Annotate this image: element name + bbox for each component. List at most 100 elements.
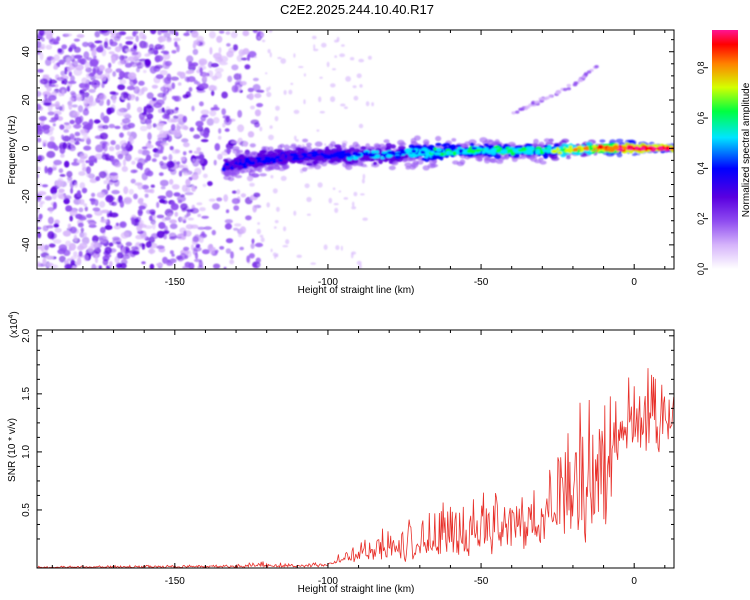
noise-blob [84,206,89,212]
noise-blob [152,222,156,230]
noise-blob [181,167,189,174]
noise-blob [138,80,145,86]
noise-blob [73,111,80,117]
noise-blob [240,57,248,61]
noise-blob [184,192,194,196]
signal-blob [445,150,451,156]
noise-blob [254,93,262,99]
noise-blob [123,186,129,195]
noise-blob [199,83,209,90]
noise-blob [261,39,266,43]
signal-blob [441,143,447,147]
noise-blob [144,58,151,67]
noise-blob [158,221,166,230]
noise-blob [127,72,137,80]
signal-blob [411,149,417,153]
noise-blob [129,137,135,145]
noise-blob [44,165,48,174]
noise-blob [238,232,242,238]
noise-blob [160,142,169,146]
noise-blob [179,71,186,79]
noise-blob [64,263,73,269]
spectrogram-y-label: Frequency (Hz) [7,116,18,185]
noise-blob [223,194,229,202]
signal-blob [352,156,357,160]
noise-blob [54,219,60,225]
noise-blob [334,207,339,213]
noise-blob [148,248,156,254]
signal-blob [259,173,267,177]
noise-blob [208,198,216,202]
noise-blob [141,261,146,265]
signal-blob [266,166,275,171]
noise-blob [246,54,251,61]
noise-blob [53,159,62,166]
noise-blob [181,138,189,143]
snr-multiplier-close: ) [9,311,20,314]
noise-blob [73,46,81,53]
noise-blob [61,44,68,50]
noise-blob [217,153,223,160]
noise-blob [275,105,280,111]
noise-blob [171,201,176,207]
noise-blob [143,41,149,49]
noise-blob [57,48,63,54]
noise-blob [76,257,82,266]
signal-blob [483,148,489,153]
tone-blob [548,94,553,98]
noise-blob [293,53,296,58]
noise-blob [115,144,121,151]
noise-blob [196,35,204,43]
noise-blob [63,122,70,126]
noise-blob [197,213,202,218]
noise-blob [94,30,101,38]
noise-blob [176,44,180,53]
noise-blob [211,229,216,236]
noise-blob [126,102,131,111]
noise-blob [123,196,133,205]
signal-blob [352,141,359,148]
noise-blob [353,191,358,197]
noise-blob [351,206,357,210]
noise-blob [144,193,149,198]
signal-blob [249,143,256,148]
noise-blob [186,70,195,74]
noise-blob [116,108,124,116]
signal-blob [337,154,342,159]
noise-blob [183,246,190,251]
signal-blob [279,157,286,160]
signal-blob [545,149,552,154]
noise-blob [260,31,264,37]
snr-multiplier: (x104) [8,311,20,338]
noise-blob [150,233,159,240]
noise-blob [37,166,41,172]
noise-blob [238,73,242,81]
signal-blob [263,158,270,163]
noise-blob [108,123,116,129]
noise-blob [58,105,63,112]
noise-blob [230,251,234,259]
noise-blob [177,82,182,86]
noise-blob [260,237,265,243]
noise-blob [270,248,273,253]
noise-blob [254,109,261,117]
noise-blob [124,251,130,257]
noise-blob [91,51,96,57]
noise-blob [231,198,240,205]
noise-blob [326,61,330,68]
signal-blob [431,155,439,159]
noise-blob [89,198,96,202]
signal-blob [312,160,317,166]
noise-blob [358,123,364,129]
noise-blob [125,241,132,247]
noise-blob [230,140,239,144]
noise-blob [53,65,59,70]
signal-blob [251,151,258,155]
noise-blob [89,72,96,76]
noise-blob [42,140,48,145]
noise-blob [109,30,116,36]
noise-blob [59,174,66,177]
noise-blob [135,96,139,102]
noise-blob [141,146,148,150]
signal-blob [517,149,524,152]
